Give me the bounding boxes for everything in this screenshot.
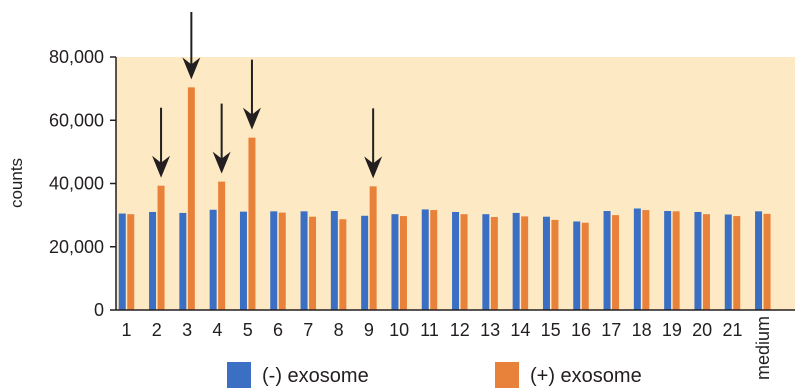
- x-tick-label: medium: [753, 316, 773, 380]
- highlight-arrowhead: [242, 107, 261, 130]
- bar-minus-exosome: [179, 212, 187, 310]
- bar-plus-exosome: [218, 181, 226, 310]
- bar-minus-exosome: [239, 211, 247, 310]
- bar-minus-exosome: [421, 209, 429, 310]
- highlight-arrowhead: [182, 57, 201, 80]
- bar-plus-exosome: [399, 216, 407, 310]
- x-tick-label: 3: [182, 320, 192, 340]
- highlight-arrowhead: [364, 156, 383, 179]
- x-tick-label: 5: [243, 320, 253, 340]
- highlight-arrowhead: [212, 151, 231, 174]
- bar-plus-exosome: [460, 214, 468, 310]
- legend-swatch: [227, 362, 251, 388]
- x-tick-label: 21: [722, 320, 742, 340]
- x-tick-label: 19: [662, 320, 682, 340]
- bar-plus-exosome: [702, 214, 710, 310]
- bar-plus-exosome: [278, 212, 286, 310]
- bar-minus-exosome: [694, 211, 702, 310]
- bar-minus-exosome: [361, 215, 369, 310]
- x-axis-ticks: 1 2 3 4 5 6 7 8 9 10 11 12 13 14 15 16 17 18 19 20 21 medium: [121, 316, 772, 380]
- bar-plus-exosome: [430, 210, 438, 310]
- x-tick-label: 9: [364, 320, 374, 340]
- bar-minus-exosome: [603, 211, 611, 310]
- x-tick-label: 16: [571, 320, 591, 340]
- bar-minus-exosome: [664, 211, 672, 310]
- bar-plus-exosome: [581, 222, 589, 310]
- bar-plus-exosome: [733, 216, 741, 310]
- legend-label: (+) exosome: [530, 365, 642, 387]
- bar-minus-exosome: [118, 213, 126, 310]
- highlight-arrowhead: [152, 155, 171, 178]
- x-tick-label: 2: [152, 320, 162, 340]
- bar-minus-exosome: [755, 211, 763, 310]
- bars-layer: [118, 87, 771, 310]
- y-tick-label: 60,000: [49, 110, 104, 130]
- x-tick-label: 15: [541, 320, 561, 340]
- bar-plus-exosome: [763, 213, 771, 310]
- bar-minus-exosome: [300, 211, 308, 310]
- x-tick-label: 8: [334, 320, 344, 340]
- bar-plus-exosome: [248, 137, 256, 310]
- bar-plus-exosome: [157, 185, 165, 310]
- y-axis-ticks: 0 20,000 40,000 60,000 80,000: [49, 47, 116, 320]
- bar-minus-exosome: [391, 214, 399, 310]
- bar-minus-exosome: [512, 212, 520, 310]
- bar-plus-exosome: [309, 216, 317, 310]
- y-tick-label: 0: [94, 300, 104, 320]
- bar-minus-exosome: [633, 208, 641, 310]
- x-tick-label: 1: [121, 320, 131, 340]
- x-tick-label: 20: [692, 320, 712, 340]
- bar-minus-exosome: [209, 209, 217, 310]
- y-tick-label: 80,000: [49, 47, 104, 67]
- legend-label: (-) exosome: [262, 365, 369, 387]
- bar-plus-exosome: [612, 215, 620, 310]
- y-tick-label: 40,000: [49, 174, 104, 194]
- bar-minus-exosome: [724, 214, 732, 310]
- legend: (-) exosome (+) exosome: [227, 362, 642, 388]
- bar-plus-exosome: [339, 219, 347, 310]
- y-axis-title: counts: [7, 158, 26, 208]
- bar-plus-exosome: [127, 214, 135, 310]
- x-tick-label: 17: [601, 320, 621, 340]
- x-tick-label: 18: [632, 320, 652, 340]
- legend-swatch: [495, 362, 519, 388]
- bar-minus-exosome: [452, 211, 460, 310]
- x-tick-label: 14: [510, 320, 530, 340]
- bar-minus-exosome: [542, 216, 550, 310]
- bar-plus-exosome: [672, 211, 680, 310]
- bar-minus-exosome: [482, 214, 490, 310]
- highlight-arrows: [152, 12, 383, 179]
- bar-plus-exosome: [551, 219, 559, 310]
- x-tick-label: 6: [273, 320, 283, 340]
- x-tick-label: 11: [420, 320, 439, 340]
- bar-plus-exosome: [187, 87, 195, 310]
- x-tick-label: 12: [450, 320, 470, 340]
- bar-minus-exosome: [149, 211, 157, 310]
- bar-plus-exosome: [369, 186, 377, 310]
- bar-plus-exosome: [521, 216, 529, 310]
- x-tick-label: 10: [389, 320, 409, 340]
- x-tick-label: 4: [212, 320, 222, 340]
- bar-minus-exosome: [330, 211, 338, 310]
- x-tick-label: 7: [303, 320, 313, 340]
- y-tick-label: 20,000: [49, 237, 104, 257]
- bar-minus-exosome: [270, 211, 278, 310]
- bar-minus-exosome: [573, 221, 581, 310]
- bar-plus-exosome: [490, 217, 498, 310]
- x-tick-label: 13: [480, 320, 500, 340]
- bar-plus-exosome: [642, 210, 650, 310]
